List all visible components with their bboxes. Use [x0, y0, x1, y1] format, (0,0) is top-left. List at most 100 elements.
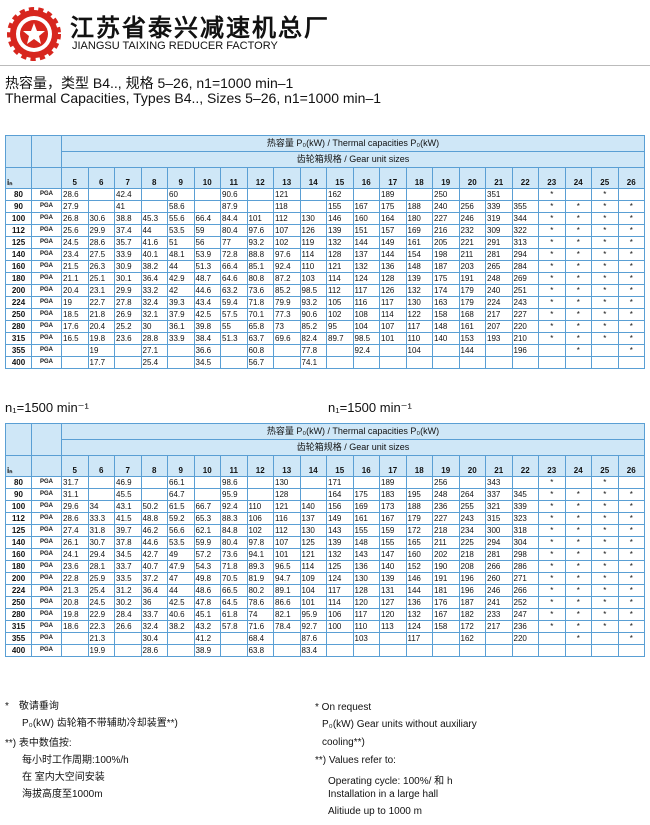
cell: 80.4	[220, 536, 248, 549]
cell: 23.6	[114, 332, 142, 345]
cell: 74.1	[299, 356, 327, 369]
cell	[167, 344, 195, 357]
cell: *	[564, 536, 592, 549]
cell	[273, 356, 301, 369]
cell: *	[538, 224, 566, 237]
cell: *	[591, 332, 619, 345]
cell: 53.5	[167, 536, 195, 549]
cell: 82.1	[273, 608, 301, 621]
cell: 180	[405, 212, 433, 225]
cell: *	[591, 224, 619, 237]
cell: 30.1	[114, 272, 142, 285]
cell: 255	[458, 500, 486, 513]
type: PGA	[31, 596, 62, 609]
cell	[617, 356, 645, 369]
size: 16	[352, 167, 380, 189]
cell	[352, 356, 380, 369]
cell: 43.4	[193, 296, 221, 309]
cell: *	[538, 212, 566, 225]
cell: 53.9	[193, 248, 221, 261]
cell: 19.8	[87, 332, 115, 345]
cell: 117	[352, 284, 380, 297]
cell: 107	[379, 320, 407, 333]
note-cn: 海拔高度至1000m	[22, 789, 103, 800]
cell: 85.2	[273, 284, 301, 297]
cell	[326, 632, 354, 645]
cell: 21.3	[61, 584, 89, 597]
ratio: 112	[5, 224, 32, 237]
cell	[458, 356, 486, 369]
cell: 175	[432, 272, 460, 285]
cell: 96.5	[273, 560, 301, 573]
cell: 31.2	[114, 584, 142, 597]
cell: 32.4	[140, 620, 168, 633]
cell: 23.1	[87, 284, 115, 297]
cell: *	[564, 212, 592, 225]
table-heading: 热容量 P₀(kW) / Thermal capacities P₀(kW)	[61, 135, 645, 152]
cell	[61, 356, 89, 369]
cell: 89.3	[246, 560, 274, 573]
ratio: 250	[5, 596, 32, 609]
size: 18	[405, 455, 433, 477]
cell: 240	[432, 200, 460, 213]
type: PGA	[31, 572, 62, 585]
cell: 78.6	[246, 596, 274, 609]
cell: 144	[379, 248, 407, 261]
cell	[87, 476, 115, 489]
cell: *	[564, 548, 592, 561]
cell: 22.3	[87, 620, 115, 633]
cell: 32.4	[140, 296, 168, 309]
cell: 26.6	[114, 620, 142, 633]
cell: *	[591, 584, 619, 597]
cell: 45.1	[193, 608, 221, 621]
cell: 28.4	[114, 608, 142, 621]
cell: *	[538, 260, 566, 273]
cell: 147	[379, 548, 407, 561]
size: 17	[379, 455, 407, 477]
divider	[0, 65, 650, 66]
type: PGA	[31, 296, 62, 309]
cell: 42.5	[193, 308, 221, 321]
cell	[617, 188, 645, 201]
cell	[140, 488, 168, 501]
cell: 339	[485, 200, 513, 213]
cell: *	[564, 332, 592, 345]
cell: 132	[352, 260, 380, 273]
cell: 38.8	[114, 212, 142, 225]
data-row: 90 PGA 31.1 45.5 64.7 95.9 128 164 175 183 195 248 2…	[5, 488, 645, 501]
cell: *	[564, 620, 592, 633]
cell: 92.7	[299, 620, 327, 633]
cell: 318	[511, 524, 539, 537]
note-en: Operating cycle: 100%/ 和 h	[328, 776, 453, 787]
cell: 59.2	[167, 512, 195, 525]
cell: *	[564, 584, 592, 597]
cell	[352, 644, 380, 657]
cell: 36.6	[193, 344, 221, 357]
title-cn: 热容量，类型 B4.., 规格 5–26, n1=1000 min–1	[5, 75, 294, 91]
cell: 103	[299, 272, 327, 285]
note-en: * On request	[315, 702, 372, 713]
cell	[511, 356, 539, 369]
cell: *	[617, 488, 645, 501]
cell	[273, 644, 301, 657]
cell: *	[591, 620, 619, 633]
cell: *	[564, 236, 592, 249]
size: 7	[114, 455, 142, 477]
ratio: 280	[5, 320, 32, 333]
cell: 97.8	[246, 536, 274, 549]
size: 7	[114, 167, 142, 189]
cell	[617, 644, 645, 657]
cell: 107	[273, 536, 301, 549]
cell: 25.4	[87, 584, 115, 597]
cell: 124	[405, 620, 433, 633]
cell: 121	[273, 188, 301, 201]
cell: 93.2	[299, 296, 327, 309]
cell: *	[591, 248, 619, 261]
cell: 179	[405, 512, 433, 525]
cell: *	[591, 572, 619, 585]
cell: 284	[511, 260, 539, 273]
cell: *	[617, 296, 645, 309]
cell: *	[538, 284, 566, 297]
cell: 33.7	[114, 560, 142, 573]
cell: 130	[352, 572, 380, 585]
